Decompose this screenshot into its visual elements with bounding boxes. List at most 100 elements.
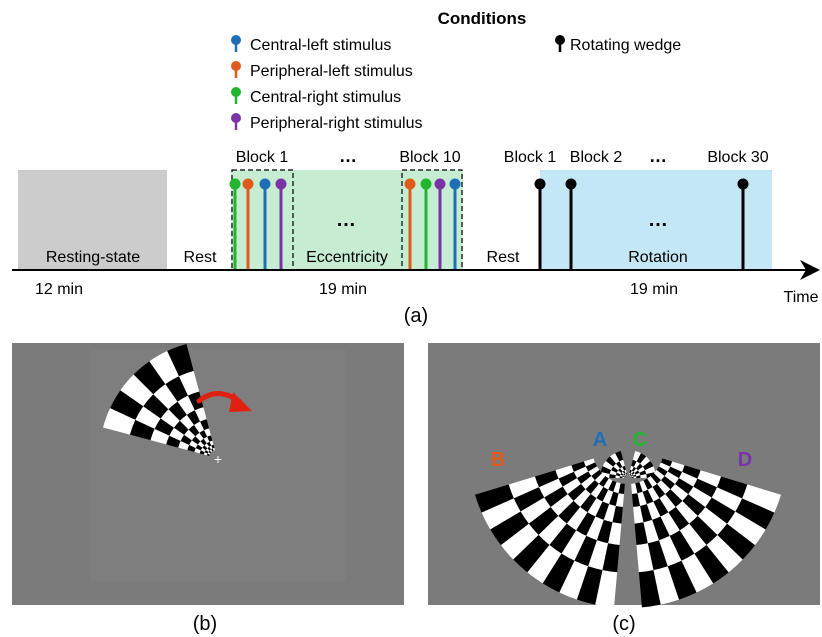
stimulus-d-cell xyxy=(678,471,698,487)
stimulus-d-cell xyxy=(688,486,712,508)
wedge-cell xyxy=(212,447,215,451)
wedge-cell xyxy=(204,428,211,437)
pin-icon xyxy=(231,87,241,97)
legend-wedge-label: Rotating wedge xyxy=(570,37,681,54)
duration-rotation: 19 min xyxy=(630,281,678,298)
stimulus-d-cell xyxy=(679,523,707,554)
wedge-cell xyxy=(177,395,195,415)
block-label-rot-2: Block 2 xyxy=(570,149,623,166)
wedge-cell xyxy=(204,450,209,454)
wedge-cell xyxy=(189,440,198,449)
resting-state-label: Resting-state xyxy=(46,249,140,266)
wedge-cell xyxy=(209,449,213,453)
stimulus-b-cell xyxy=(513,534,550,573)
wedge-cell xyxy=(193,421,205,433)
wedge-cell xyxy=(202,445,208,451)
legend-item-label: Central-left stimulus xyxy=(250,37,391,54)
stimulus-a-cell xyxy=(626,474,628,476)
stimulus-d-cell xyxy=(667,560,697,600)
rotation-box xyxy=(540,170,772,270)
wedge-cell xyxy=(207,446,211,451)
wedge-cell xyxy=(195,444,203,451)
wedge-cell xyxy=(206,441,212,447)
stimulus-c-cell xyxy=(644,466,656,474)
wedge-cell xyxy=(205,448,210,452)
duration-eccentricity: 19 min xyxy=(319,281,367,298)
stimulus-b-cell xyxy=(528,507,559,535)
stimulus-a-cell xyxy=(609,473,616,478)
stimulus-b-cell xyxy=(618,483,625,494)
wedge-cell xyxy=(179,414,194,430)
stimulus-c-cell xyxy=(629,475,631,477)
panel-b: + (b) xyxy=(12,343,404,635)
wedge-cell xyxy=(186,410,201,426)
stimulus-d-cell xyxy=(668,506,690,531)
stimulus-b-cell xyxy=(576,512,596,536)
stimulus-a-cell xyxy=(624,473,627,476)
wedge-cell xyxy=(210,448,214,452)
stimulus-c-cell xyxy=(637,466,645,473)
stimulus-c-cell xyxy=(630,465,634,471)
panel-label-b: (b) xyxy=(193,613,217,635)
wedge-cell xyxy=(203,436,210,444)
wedge-cell xyxy=(167,344,194,377)
wedge-cell xyxy=(206,453,210,456)
wedge-cell xyxy=(143,394,169,419)
stimulus-a-cell xyxy=(609,470,617,476)
stimulus-c-cell xyxy=(639,470,647,476)
stimulus-a-cell xyxy=(625,475,627,477)
stimulus-c-cell xyxy=(629,475,632,477)
wedge-cell xyxy=(200,419,210,431)
stimulus-a-cell xyxy=(622,470,626,474)
wedge-cell xyxy=(195,432,204,442)
stimulus-a-cell xyxy=(623,473,626,476)
stimulus-d-cell xyxy=(647,540,668,571)
letter-c: C xyxy=(633,429,647,451)
stimulus-b-cell xyxy=(590,483,604,499)
stimulus-b-cell xyxy=(558,471,578,487)
stimulus-pins xyxy=(229,178,461,270)
stimulus-d-cell xyxy=(659,535,682,567)
stimulus-pin-head xyxy=(259,178,271,190)
stimulus-a-cell xyxy=(624,475,627,477)
stimulus-pin-head xyxy=(404,178,416,190)
wedge-cell xyxy=(199,450,205,455)
rest-2-label: Rest xyxy=(487,249,520,266)
stimulus-b-cell xyxy=(608,522,622,545)
stimulus-b-cell xyxy=(603,504,616,523)
stimulus-d-cell xyxy=(664,471,679,484)
stimulus-d-cell xyxy=(650,473,662,484)
stimulus-d-cell xyxy=(631,483,638,494)
stimulus-b-cell xyxy=(577,471,592,484)
wedge-cell xyxy=(207,435,213,442)
wedge-cell xyxy=(207,451,211,455)
stimulus-b-cell xyxy=(595,570,618,608)
stimulus-a-cell xyxy=(619,474,623,477)
stimulus-a-cell xyxy=(600,466,612,474)
panel-c: A B C D (c) xyxy=(428,343,820,635)
wedge-cell xyxy=(188,425,200,437)
stimulus-c-cell xyxy=(642,460,654,471)
stimulus-a-cell xyxy=(625,472,628,475)
stimulus-b-cell xyxy=(573,466,589,479)
stimulus-c-cell xyxy=(633,468,638,473)
stimulus-c-cell xyxy=(628,474,630,476)
stimulus-b-cell xyxy=(544,486,568,508)
stimulus-d-cell xyxy=(660,512,680,536)
stimulus-a-cell xyxy=(611,466,619,473)
wedge-cell xyxy=(166,435,181,448)
wedge-pin-head xyxy=(737,178,749,190)
stimulus-b-cell xyxy=(500,523,539,560)
stimulus-d-cell xyxy=(675,478,694,495)
stimulus-b-cell xyxy=(574,535,597,567)
stimulus-d-cell xyxy=(667,466,683,479)
block-label-rot-1: Block 1 xyxy=(504,149,557,166)
wedge-cell xyxy=(150,428,170,445)
stimulus-b-cell xyxy=(538,515,567,545)
wedge-cell xyxy=(187,391,204,411)
stimulus-c-cell xyxy=(630,470,634,474)
block-label-ecc-1: Block 1 xyxy=(236,149,289,166)
eccentricity-label: Eccentricity xyxy=(306,249,388,266)
stimulus-a-cell xyxy=(615,472,621,477)
